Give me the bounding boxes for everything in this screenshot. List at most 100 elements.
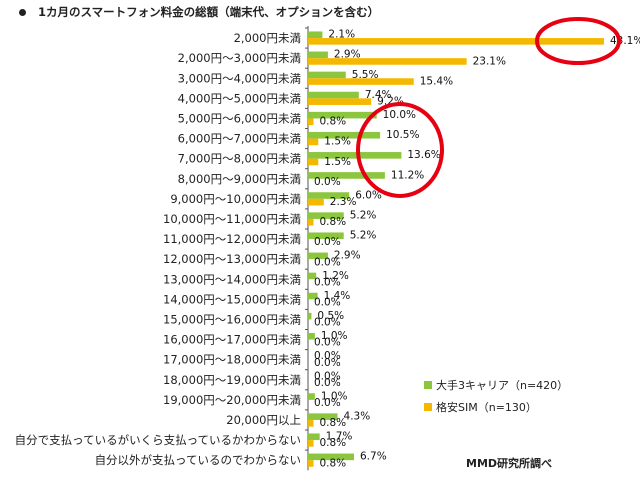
data-label: 0.0% <box>314 377 341 389</box>
bar <box>308 131 381 139</box>
data-label: 1.0% <box>321 390 348 402</box>
bar <box>308 232 344 240</box>
data-label: 0.0% <box>314 397 341 409</box>
data-label: 0.0% <box>314 176 341 188</box>
data-label: 6.0% <box>355 189 382 201</box>
legend-label: 大手3キャリア（n=420） <box>436 378 568 392</box>
data-label: 2.1% <box>328 29 355 41</box>
data-label: 0.0% <box>314 256 341 268</box>
bar <box>308 111 377 119</box>
bar <box>308 440 314 447</box>
bar <box>308 413 338 420</box>
data-label: 0.0% <box>314 357 341 369</box>
data-label: 5.2% <box>350 209 377 221</box>
bar <box>308 98 372 105</box>
bar <box>308 71 346 79</box>
data-label: 0.0% <box>314 317 341 329</box>
bar <box>308 152 402 159</box>
data-label: 0.8% <box>319 457 346 469</box>
data-label: 0.8% <box>319 216 346 228</box>
source-note: MMD研究所調べ <box>466 457 553 470</box>
title-bullet-icon <box>19 9 26 16</box>
data-label: 6.7% <box>360 451 387 463</box>
category-label: 16,000円～17,000円未満 <box>163 333 301 347</box>
category-label: 2,000円～3,000円未満 <box>178 51 301 65</box>
data-label: 2.3% <box>330 196 357 208</box>
bar <box>308 78 414 85</box>
bar <box>308 292 318 300</box>
data-label: 2.9% <box>334 250 361 262</box>
data-label: 1.4% <box>324 290 351 302</box>
data-label: 43.1% <box>610 35 640 47</box>
bar <box>308 433 320 441</box>
bar <box>308 31 323 39</box>
data-label: 5.5% <box>352 69 379 81</box>
category-label: 20,000円以上 <box>226 413 301 427</box>
data-label: 0.0% <box>314 296 341 308</box>
category-label: 10,000円～11,000円未満 <box>163 212 301 226</box>
bar <box>308 332 315 340</box>
data-label: 0.0% <box>314 350 341 362</box>
data-label: 0.0% <box>314 370 341 382</box>
bar <box>308 192 350 199</box>
bar <box>308 312 312 320</box>
category-label: 14,000円～15,000円未満 <box>163 292 301 306</box>
category-label: 9,000円～10,000円未満 <box>170 192 301 206</box>
category-label: 3,000円～4,000円未満 <box>178 71 301 85</box>
bar <box>308 51 328 59</box>
legend-swatch <box>424 381 432 389</box>
category-label: 18,000円～19,000円未満 <box>163 373 301 387</box>
category-label: 11,000円～12,000円未満 <box>163 232 301 246</box>
category-label: 自分以外が支払っているのでわからない <box>95 453 301 467</box>
bar <box>308 453 355 461</box>
bar <box>308 138 319 146</box>
category-label: 19,000円～20,000円未満 <box>163 393 301 407</box>
data-label: 0.8% <box>319 417 346 429</box>
legend-label: 格安SIM（n=130） <box>436 400 537 414</box>
data-label: 1.0% <box>321 330 348 342</box>
data-label: 0.8% <box>319 437 346 449</box>
category-label: 13,000円～14,000円未満 <box>163 272 301 286</box>
bar <box>308 91 359 99</box>
data-label: 0.8% <box>319 116 346 128</box>
data-label: 15.4% <box>420 75 453 87</box>
data-label: 13.6% <box>407 149 440 161</box>
data-label: 10.5% <box>386 129 419 141</box>
bar <box>308 393 315 400</box>
data-label: 5.2% <box>350 230 377 242</box>
data-label: 2.9% <box>334 49 361 61</box>
bar <box>308 198 324 206</box>
category-label: 15,000円～16,000円未満 <box>163 312 301 326</box>
bar <box>308 58 467 65</box>
bar <box>308 158 319 166</box>
bar <box>308 172 385 179</box>
category-label: 17,000円～18,000円未満 <box>163 353 301 367</box>
data-label: 1.7% <box>326 431 353 443</box>
category-label: 7,000円～8,000円未満 <box>178 152 301 166</box>
highlight-circle <box>535 17 621 65</box>
bar <box>308 212 344 219</box>
category-label: 自分で支払っているがいくら支払っているかわからない <box>15 433 301 447</box>
data-label: 1.2% <box>322 270 349 282</box>
bar <box>308 272 317 280</box>
data-label: 0.0% <box>314 337 341 349</box>
category-label: 5,000円～6,000円未満 <box>178 111 301 125</box>
data-label: 11.2% <box>391 169 424 181</box>
data-label: 23.1% <box>473 55 506 67</box>
data-label: 10.0% <box>383 109 416 121</box>
data-label: 7.4% <box>365 89 392 101</box>
bar <box>308 419 314 427</box>
category-label: 8,000円～9,000円未満 <box>178 172 301 186</box>
highlight-circle <box>356 102 444 198</box>
category-label: 2,000円未満 <box>234 31 301 45</box>
data-label: 0.5% <box>317 310 344 322</box>
data-label: 4.3% <box>344 410 371 422</box>
bar <box>308 252 328 260</box>
bar <box>308 38 604 45</box>
bar <box>308 460 314 467</box>
chart-title: 1カ月のスマートフォン料金の総額（端末代、オプションを含む） <box>38 5 380 19</box>
legend-swatch <box>424 403 432 411</box>
bar <box>308 118 314 126</box>
